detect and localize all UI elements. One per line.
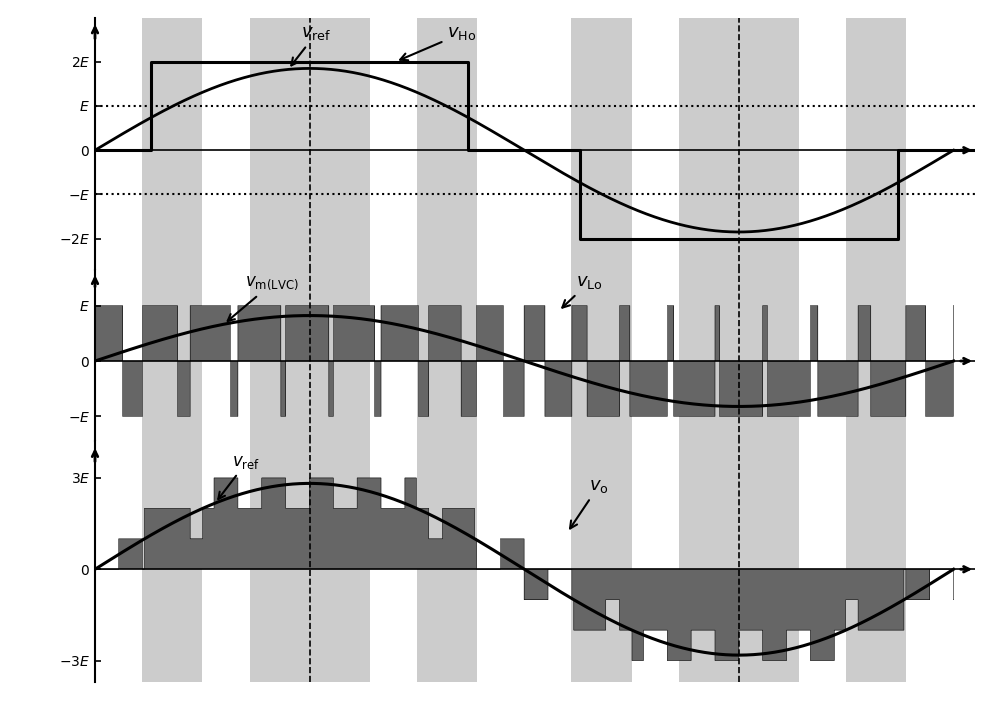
Text: $v_{\rm ref}$: $v_{\rm ref}$ bbox=[291, 25, 331, 65]
Text: $v_{\rm Lo}$: $v_{\rm Lo}$ bbox=[562, 273, 603, 308]
Bar bbox=[846, 269, 906, 441]
Bar bbox=[142, 441, 202, 682]
Bar bbox=[417, 441, 477, 682]
Bar bbox=[417, 269, 477, 441]
Bar bbox=[679, 269, 739, 441]
Bar bbox=[739, 269, 799, 441]
Bar bbox=[739, 441, 799, 682]
Bar bbox=[250, 269, 310, 441]
Bar bbox=[739, 18, 799, 269]
Bar bbox=[142, 18, 202, 269]
Bar bbox=[417, 18, 477, 269]
Bar bbox=[846, 18, 906, 269]
Bar bbox=[571, 18, 632, 269]
Bar bbox=[310, 18, 370, 269]
Text: $v_{\rm Ho}$: $v_{\rm Ho}$ bbox=[400, 25, 476, 60]
Bar bbox=[250, 441, 310, 682]
Bar bbox=[250, 18, 310, 269]
Text: $v_{\rm ref}$: $v_{\rm ref}$ bbox=[218, 453, 260, 499]
Text: $v_{\rm m(LVC)}$: $v_{\rm m(LVC)}$ bbox=[228, 275, 299, 321]
Bar bbox=[571, 269, 632, 441]
Bar bbox=[571, 441, 632, 682]
Bar bbox=[679, 18, 739, 269]
Bar bbox=[679, 441, 739, 682]
Bar bbox=[846, 441, 906, 682]
Bar bbox=[142, 269, 202, 441]
Bar bbox=[310, 269, 370, 441]
Text: $v_{\rm o}$: $v_{\rm o}$ bbox=[570, 477, 608, 529]
Bar bbox=[310, 441, 370, 682]
